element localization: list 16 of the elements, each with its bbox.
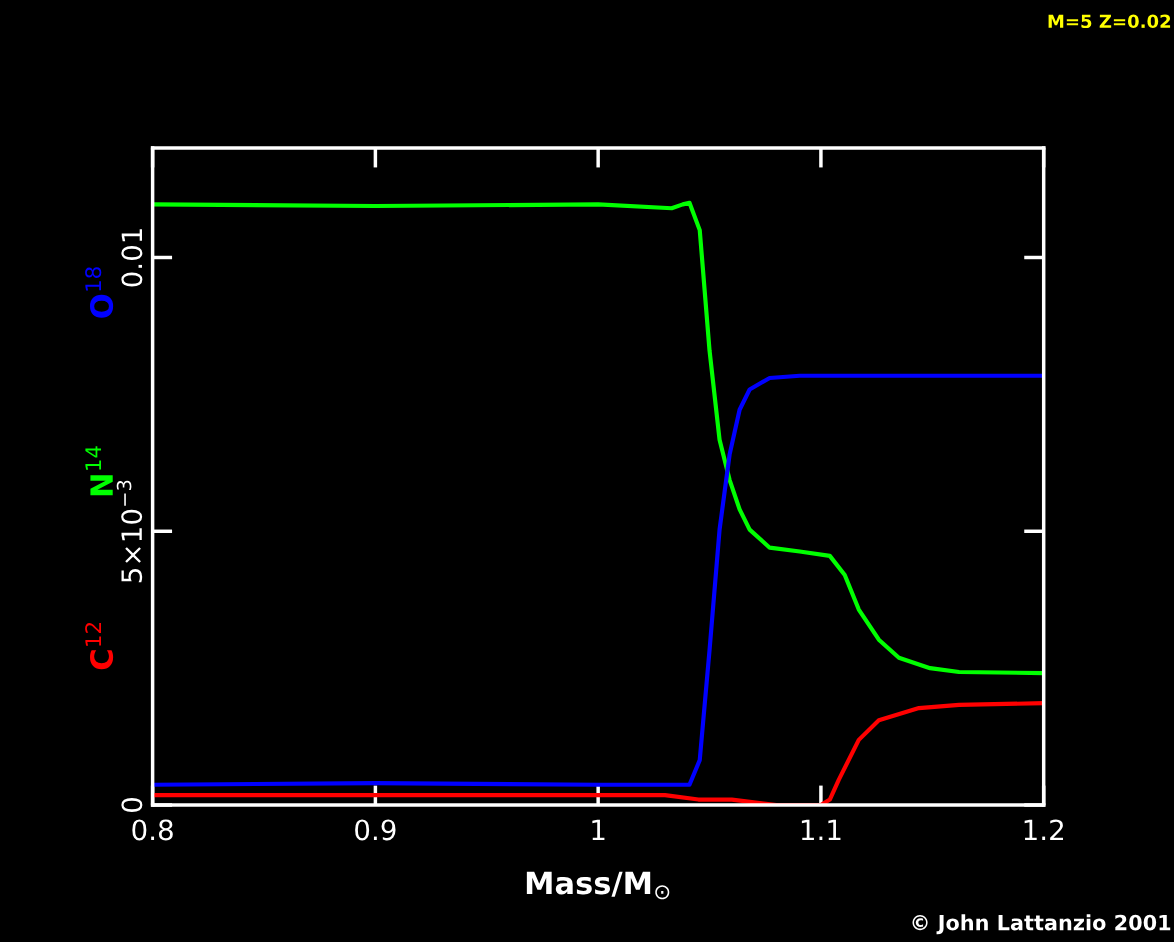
y-tick-label: 0 (121, 798, 143, 813)
text: © John Lattanzio 2001 (912, 914, 1171, 935)
y-tick-label: 0.01 (121, 229, 143, 287)
line-series (152, 373, 1044, 787)
text: N$^{14}$ (85, 446, 113, 496)
x-tick-label: 1.2 (1024, 819, 1063, 841)
x-tick-label: 1 (592, 819, 605, 841)
x-tick-label: 1.1 (801, 819, 841, 841)
text: C$^{12}$ (85, 622, 114, 670)
line-series (152, 200, 1044, 676)
x-tick-label: 0.8 (132, 819, 173, 841)
text: O$^{18}$ (85, 267, 114, 318)
x-axis-title: Mass/M$_{⊙}$ (526, 871, 670, 900)
text: M=5 Z=0.02 (1048, 14, 1171, 29)
y-tick-label: 5×10$^{−3}$ (116, 480, 143, 583)
x-tick-label: 0.9 (355, 819, 396, 841)
